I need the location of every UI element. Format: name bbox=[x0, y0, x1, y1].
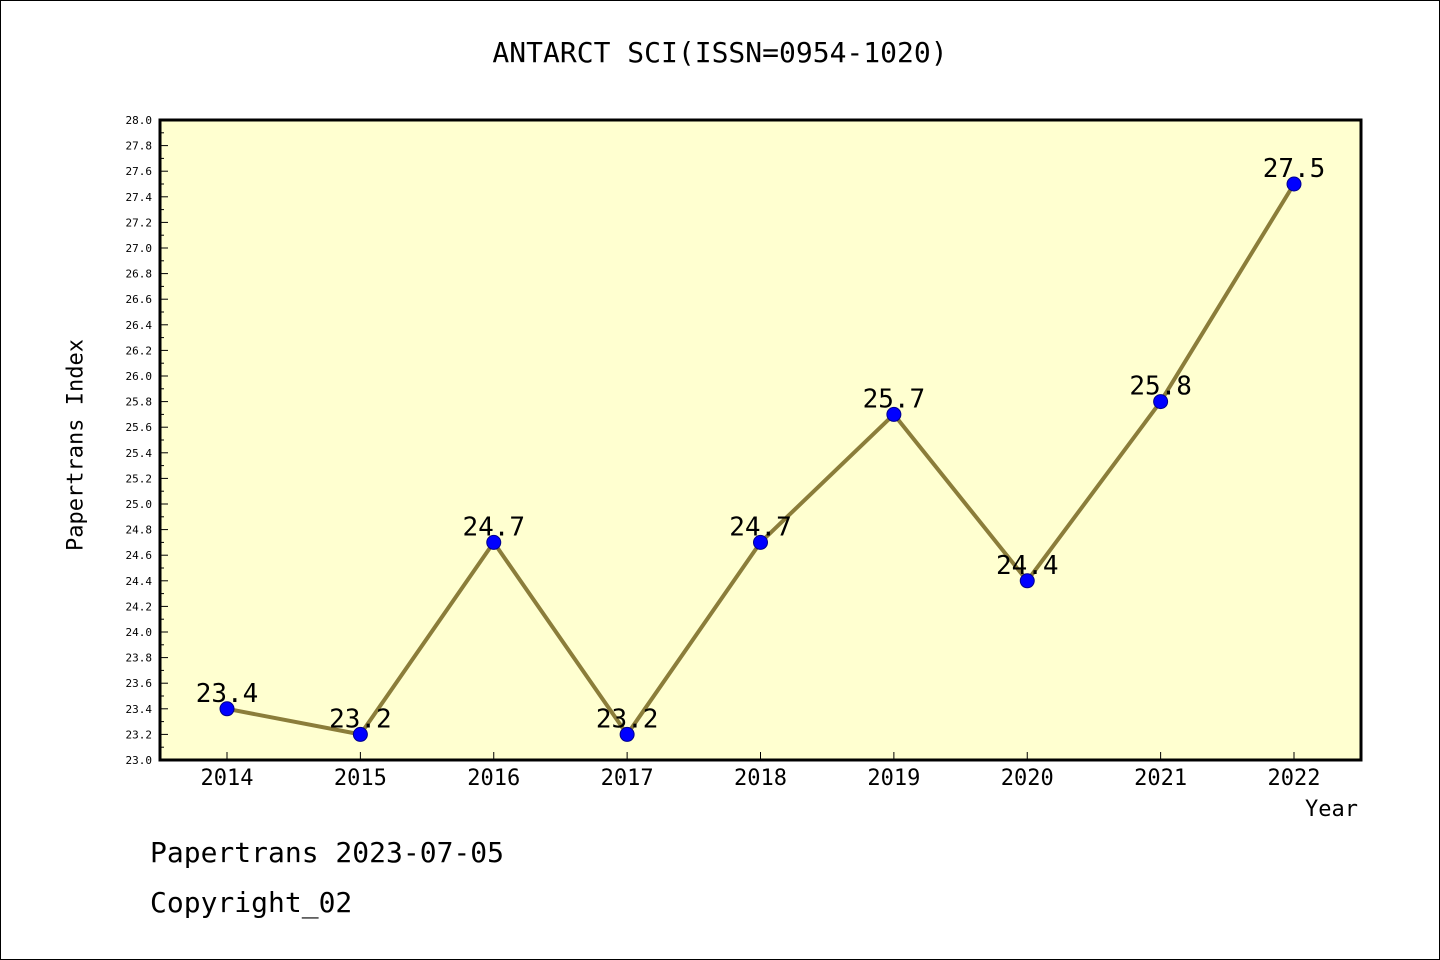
data-point bbox=[352, 726, 368, 742]
x-tick-label: 2021 bbox=[1134, 766, 1187, 791]
x-tick-label: 2014 bbox=[201, 766, 254, 791]
y-tick-label: 24.8 bbox=[126, 524, 153, 537]
y-tick-label: 23.0 bbox=[126, 754, 153, 767]
y-tick-label: 24.0 bbox=[126, 626, 153, 639]
y-tick-label: 26.2 bbox=[126, 344, 153, 357]
y-tick-label: 27.4 bbox=[126, 191, 153, 204]
data-point bbox=[753, 534, 768, 550]
x-tick-label: 2019 bbox=[867, 766, 920, 791]
y-tick-label: 25.6 bbox=[126, 421, 153, 434]
footer-copyright: Copyright_02 bbox=[150, 886, 353, 919]
data-label: 27.5 bbox=[1263, 154, 1326, 184]
y-tick-label: 25.8 bbox=[126, 396, 153, 409]
data-label: 24.7 bbox=[729, 512, 792, 542]
data-point bbox=[1153, 394, 1169, 410]
x-tick-label: 2018 bbox=[734, 766, 787, 791]
data-label: 24.4 bbox=[996, 551, 1059, 581]
y-tick-label: 24.4 bbox=[126, 575, 153, 588]
y-tick-label: 27.2 bbox=[126, 216, 153, 229]
y-tick-label: 26.6 bbox=[126, 293, 153, 306]
y-tick-label: 23.4 bbox=[126, 703, 153, 716]
data-point bbox=[1286, 176, 1302, 192]
y-tick-label: 23.6 bbox=[126, 677, 153, 690]
y-tick-label: 25.2 bbox=[126, 472, 153, 485]
y-tick-label: 24.6 bbox=[126, 549, 153, 562]
data-label: 24.7 bbox=[462, 512, 525, 542]
data-point bbox=[219, 701, 235, 717]
data-label: 25.7 bbox=[863, 384, 926, 414]
x-tick-label: 2015 bbox=[334, 766, 387, 791]
y-tick-label: 28.0 bbox=[126, 114, 153, 127]
plot-area bbox=[160, 120, 1361, 760]
footer-date: Papertrans 2023-07-05 bbox=[150, 836, 505, 869]
data-label: 23.2 bbox=[329, 704, 392, 734]
data-label: 25.8 bbox=[1129, 372, 1192, 402]
y-tick-label: 23.8 bbox=[126, 652, 153, 665]
data-point bbox=[1019, 573, 1035, 589]
y-tick-label: 26.8 bbox=[126, 268, 153, 281]
data-point bbox=[486, 534, 502, 550]
y-tick-label: 23.2 bbox=[126, 728, 153, 741]
x-axis-label: Year bbox=[1305, 797, 1358, 822]
chart-title: ANTARCT SCI(ISSN=0954-1020) bbox=[492, 36, 948, 69]
y-tick-label: 25.4 bbox=[126, 447, 153, 460]
plot-border bbox=[158, 118, 1363, 762]
data-point bbox=[886, 406, 902, 422]
y-tick-label: 25.0 bbox=[126, 498, 153, 511]
y-tick-label: 27.6 bbox=[126, 165, 153, 178]
y-tick-label: 26.0 bbox=[126, 370, 153, 383]
data-label: 23.4 bbox=[196, 679, 259, 709]
x-tick-label: 2022 bbox=[1268, 766, 1321, 791]
data-label: 23.2 bbox=[596, 704, 659, 734]
x-tick-label: 2017 bbox=[601, 766, 654, 791]
x-tick-label: 2016 bbox=[467, 766, 520, 791]
y-tick-label: 27.8 bbox=[126, 140, 153, 153]
y-tick-label: 26.4 bbox=[126, 319, 153, 332]
y-tick-label: 24.2 bbox=[126, 600, 153, 613]
y-tick-label: 27.0 bbox=[126, 242, 153, 255]
x-tick-label: 2020 bbox=[1001, 766, 1054, 791]
data-point bbox=[619, 726, 635, 742]
